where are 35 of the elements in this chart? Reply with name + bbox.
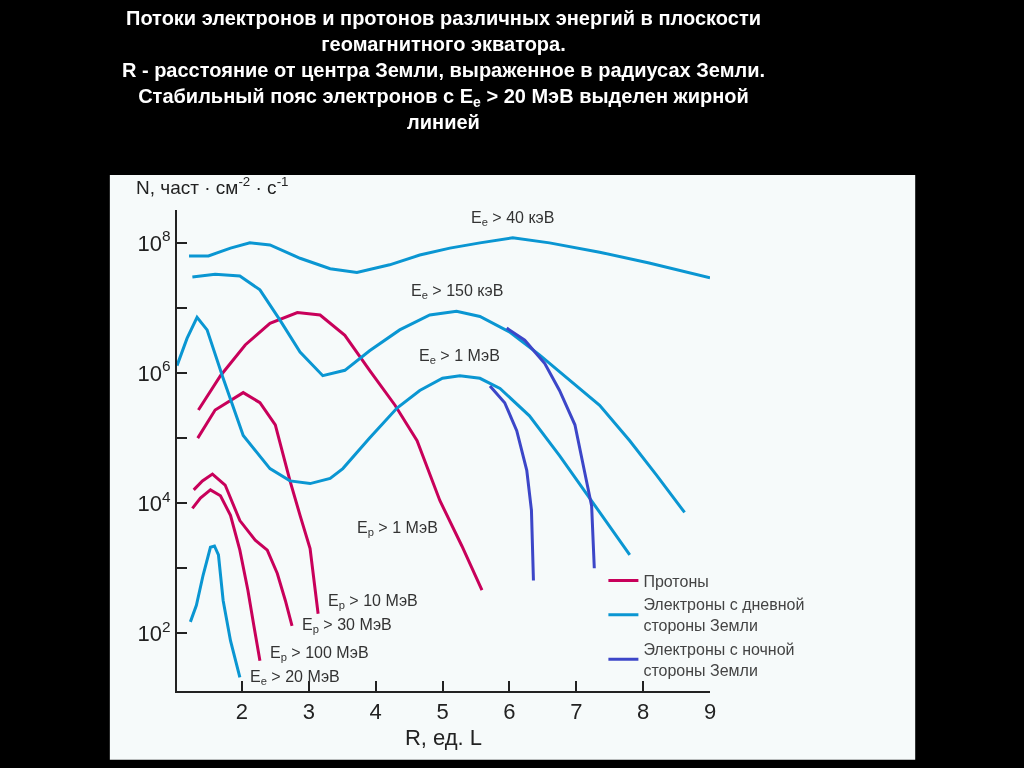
line-series (505, 326, 596, 570)
legend-label: Электроны с ночной стороны Земли (643, 641, 795, 679)
x-tick-label: 4 (369, 699, 382, 725)
x-tick-label: 8 (636, 699, 650, 725)
line-series (488, 384, 535, 582)
y-tick-label: 10$^{6}$ (137, 357, 171, 386)
annotation: E$_{p}$ > 10 МэВ (328, 592, 418, 612)
chart-title: Потоки электронов и протонов различных энергий в плоскости геомагнитного экватора. R - расстояние от центра Земли, выраженное в радиусах Земли. Стабильный пояс электронов с E$_{e}$ > 20 МэВ выделен жирной линией (121, 6, 766, 133)
line-series (192, 472, 294, 628)
legend-label: Протоны (643, 572, 709, 590)
line-series (190, 488, 262, 663)
line-series (187, 236, 710, 280)
x-tick-label: 3 (302, 699, 315, 725)
x-tick-label: 7 (570, 699, 583, 725)
y-tick-label: 10$^{2}$ (137, 617, 171, 647)
annotation: E$_{p}$ > 1 МэВ (357, 519, 438, 539)
x-tick-label: 9 (703, 699, 717, 725)
line-series (190, 272, 687, 514)
x-tick-label: 5 (436, 699, 449, 725)
annotation: E$_{e}$ > 40 кэВ (471, 209, 555, 229)
y-tick-label: 10$^{4}$ (137, 487, 172, 516)
annotation: E$_{e}$ > 20 МэВ (250, 668, 340, 688)
annotation: E$_{p}$ > 100 МэВ (270, 644, 369, 664)
x-tick-label: 6 (503, 699, 516, 725)
legend-label: Электроны с дневной стороны Земли (643, 596, 805, 635)
x-axis-title: R, ед. L (404, 724, 483, 750)
line-series (196, 391, 320, 616)
annotation: E$_{e}$ > 150 кэВ (411, 282, 504, 302)
y-tick-label: 10$^{8}$ (137, 227, 171, 256)
line-series (177, 315, 632, 557)
y-axis-title: N, част · см$^{-2}$ · с$^{-1}$ (136, 174, 289, 198)
annotation: E$_{e}$ > 1 МэВ (419, 347, 500, 367)
x-tick-label: 2 (235, 699, 248, 725)
line-series (188, 544, 242, 679)
annotation: E$_{p}$ > 30 МэВ (302, 616, 392, 636)
